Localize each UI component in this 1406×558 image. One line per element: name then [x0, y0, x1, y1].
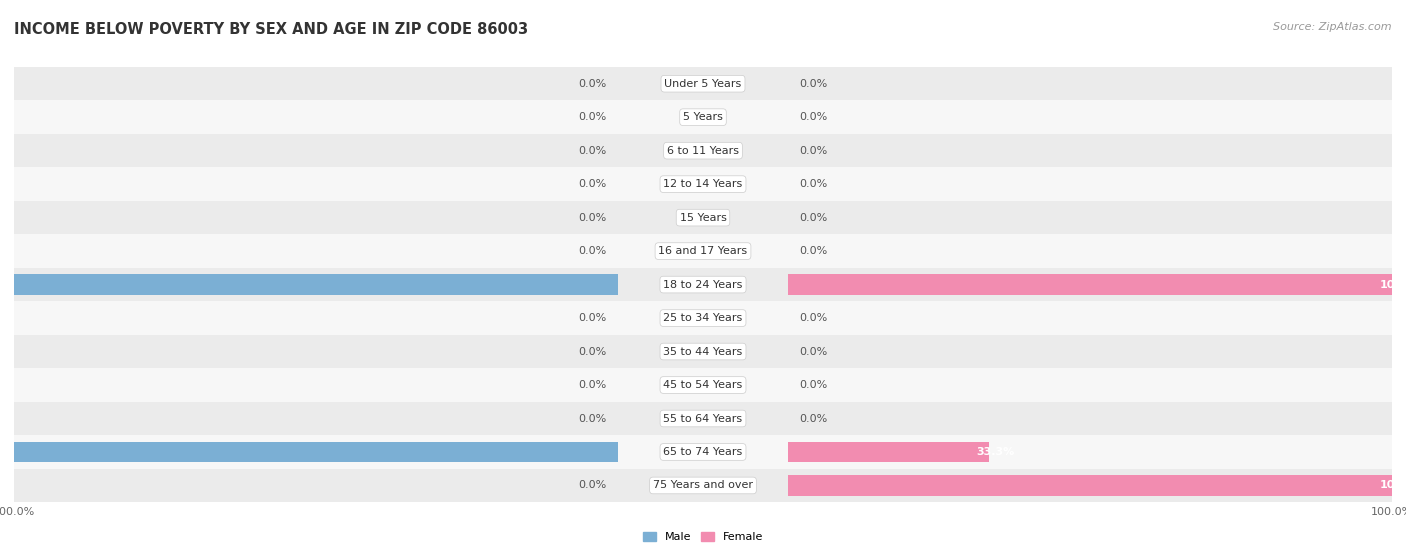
Bar: [14, 100, 619, 134]
Text: 0.0%: 0.0%: [800, 413, 828, 424]
Text: 0.0%: 0.0%: [800, 179, 828, 189]
Bar: [14, 134, 619, 167]
Bar: [787, 274, 1392, 295]
Bar: [14, 435, 619, 469]
Text: 0.0%: 0.0%: [578, 380, 606, 390]
Bar: [787, 435, 1392, 469]
Text: 0.0%: 0.0%: [578, 246, 606, 256]
Bar: [787, 402, 1392, 435]
Legend: Male, Female: Male, Female: [638, 527, 768, 547]
Bar: [619, 368, 787, 402]
Bar: [619, 469, 787, 502]
Text: 100.0%: 100.0%: [0, 447, 1, 457]
Bar: [14, 67, 619, 100]
Text: 0.0%: 0.0%: [800, 213, 828, 223]
Bar: [14, 234, 619, 268]
Text: 25 to 34 Years: 25 to 34 Years: [664, 313, 742, 323]
Bar: [14, 469, 619, 502]
Bar: [787, 67, 1392, 100]
Text: 75 Years and over: 75 Years and over: [652, 480, 754, 490]
Bar: [787, 469, 1392, 502]
Bar: [14, 301, 619, 335]
Text: Under 5 Years: Under 5 Years: [665, 79, 741, 89]
Bar: [619, 67, 787, 100]
Text: 45 to 54 Years: 45 to 54 Years: [664, 380, 742, 390]
Text: 0.0%: 0.0%: [578, 112, 606, 122]
Text: 35 to 44 Years: 35 to 44 Years: [664, 347, 742, 357]
Bar: [787, 301, 1392, 335]
Bar: [14, 368, 619, 402]
Text: 0.0%: 0.0%: [800, 146, 828, 156]
Bar: [787, 234, 1392, 268]
Text: 12 to 14 Years: 12 to 14 Years: [664, 179, 742, 189]
Text: 100.0%: 100.0%: [1379, 280, 1406, 290]
Text: 0.0%: 0.0%: [578, 347, 606, 357]
Text: Source: ZipAtlas.com: Source: ZipAtlas.com: [1274, 22, 1392, 32]
Bar: [619, 201, 787, 234]
Bar: [787, 201, 1392, 234]
Bar: [619, 335, 787, 368]
Bar: [787, 100, 1392, 134]
Bar: [787, 167, 1392, 201]
Bar: [619, 100, 787, 134]
Text: 16 and 17 Years: 16 and 17 Years: [658, 246, 748, 256]
Bar: [619, 167, 787, 201]
Bar: [14, 402, 619, 435]
Text: 6 to 11 Years: 6 to 11 Years: [666, 146, 740, 156]
Bar: [787, 441, 988, 463]
Text: 0.0%: 0.0%: [578, 213, 606, 223]
Text: 0.0%: 0.0%: [800, 380, 828, 390]
Bar: [619, 435, 787, 469]
Text: 0.0%: 0.0%: [800, 246, 828, 256]
Text: 0.0%: 0.0%: [578, 313, 606, 323]
Bar: [619, 301, 787, 335]
Text: 0.0%: 0.0%: [578, 480, 606, 490]
Bar: [14, 274, 619, 295]
Bar: [619, 402, 787, 435]
Text: 0.0%: 0.0%: [578, 146, 606, 156]
Bar: [619, 234, 787, 268]
Text: 0.0%: 0.0%: [578, 79, 606, 89]
Text: 0.0%: 0.0%: [578, 413, 606, 424]
Bar: [14, 335, 619, 368]
Text: 0.0%: 0.0%: [800, 313, 828, 323]
Bar: [787, 134, 1392, 167]
Text: 65 to 74 Years: 65 to 74 Years: [664, 447, 742, 457]
Bar: [787, 368, 1392, 402]
Text: 18 to 24 Years: 18 to 24 Years: [664, 280, 742, 290]
Bar: [619, 134, 787, 167]
Text: 15 Years: 15 Years: [679, 213, 727, 223]
Text: 100.0%: 100.0%: [1379, 480, 1406, 490]
Text: INCOME BELOW POVERTY BY SEX AND AGE IN ZIP CODE 86003: INCOME BELOW POVERTY BY SEX AND AGE IN Z…: [14, 22, 529, 37]
Text: 0.0%: 0.0%: [800, 79, 828, 89]
Bar: [14, 268, 619, 301]
Text: 0.0%: 0.0%: [800, 112, 828, 122]
Bar: [14, 201, 619, 234]
Bar: [787, 335, 1392, 368]
Bar: [619, 268, 787, 301]
Bar: [14, 441, 619, 463]
Text: 100.0%: 100.0%: [0, 280, 1, 290]
Text: 0.0%: 0.0%: [800, 347, 828, 357]
Text: 0.0%: 0.0%: [578, 179, 606, 189]
Text: 5 Years: 5 Years: [683, 112, 723, 122]
Bar: [14, 167, 619, 201]
Text: 33.3%: 33.3%: [977, 447, 1015, 457]
Text: 55 to 64 Years: 55 to 64 Years: [664, 413, 742, 424]
Bar: [787, 268, 1392, 301]
Bar: [787, 475, 1392, 496]
